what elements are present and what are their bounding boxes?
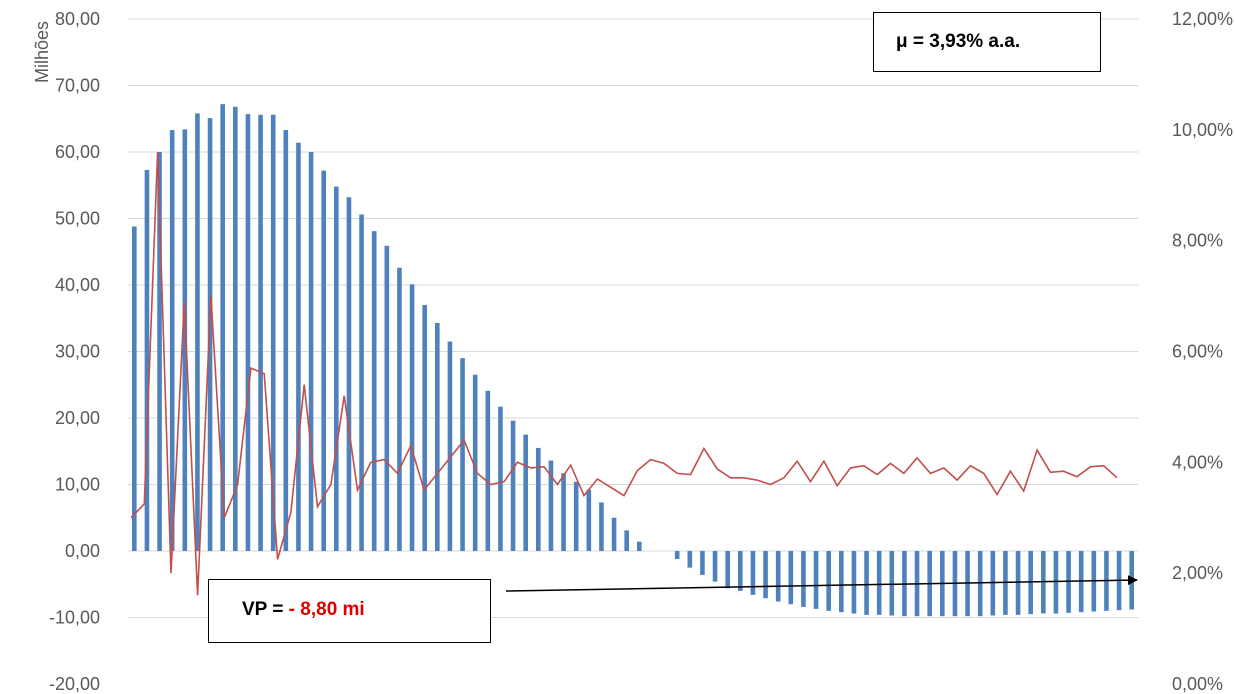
bar [573, 481, 579, 551]
bar [220, 104, 225, 552]
bar [876, 551, 882, 615]
y-tick-label: 0,00 [65, 541, 100, 561]
y2-tick-label: 6,00% [1172, 342, 1223, 362]
bar [700, 551, 705, 575]
vp-annotation: VP = - 8,80 mi [208, 579, 491, 643]
bar [384, 245, 390, 551]
bar [763, 551, 768, 599]
bar [195, 113, 200, 552]
y-tick-label: 10,00 [55, 475, 100, 495]
bar [233, 106, 238, 551]
bar [725, 551, 730, 589]
y-tick-label: 40,00 [55, 275, 100, 295]
bar-series [132, 104, 1134, 617]
bar [397, 267, 402, 551]
bar [359, 214, 364, 551]
right-axis-ticks: 12,00% 10,00% 8,00% 6,00% 4,00% 2,00% 0,00% [1172, 9, 1233, 694]
y2-tick-label: 10,00% [1172, 120, 1233, 140]
y2-tick-label: 8,00% [1172, 231, 1223, 251]
bar [637, 541, 642, 551]
gridlines [128, 18, 1138, 618]
bar [485, 390, 491, 551]
y-tick-label: 80,00 [55, 9, 100, 29]
bar [296, 142, 301, 551]
y2-tick-label: 2,00% [1172, 563, 1223, 583]
bar [599, 502, 604, 551]
rate-line [130, 151, 1118, 596]
y2-tick-label: 4,00% [1172, 452, 1223, 472]
bar [977, 551, 983, 617]
bar [182, 129, 188, 551]
bar [1053, 551, 1059, 614]
bar [258, 114, 263, 551]
bar [712, 551, 718, 582]
bar [826, 551, 831, 611]
bar [674, 551, 680, 559]
y2-tick-label: 12,00% [1172, 9, 1233, 29]
bar [510, 420, 516, 551]
bar [409, 284, 415, 551]
bar [435, 322, 440, 551]
bar [750, 551, 756, 595]
bar [523, 434, 528, 551]
bar [548, 460, 554, 551]
vp-value: - 8,80 mi [288, 599, 365, 620]
bar [472, 374, 478, 551]
bar [611, 517, 617, 551]
y2-tick-label: 0,00% [1172, 674, 1223, 694]
bar [371, 231, 377, 551]
bar [536, 447, 541, 551]
bar [801, 551, 806, 607]
y-tick-label: -10,00 [49, 608, 100, 628]
bar [889, 551, 895, 616]
y-tick-label: 60,00 [55, 142, 100, 162]
y-axis-label: Milhões [32, 21, 52, 83]
y-tick-label: 70,00 [55, 76, 100, 96]
bar [283, 130, 289, 551]
bar [738, 551, 743, 591]
bar [460, 358, 465, 551]
line-series [130, 151, 1118, 596]
bar [839, 551, 844, 613]
y-tick-label: 20,00 [55, 408, 100, 428]
mu-label: μ = 3,93% a.a. [896, 31, 1021, 52]
bar [346, 197, 352, 551]
bar [245, 114, 251, 551]
bar [144, 169, 150, 551]
bar [270, 114, 276, 551]
bar [561, 473, 566, 551]
y-tick-label: 30,00 [55, 342, 100, 362]
bar [132, 226, 137, 552]
bar [788, 551, 794, 605]
bar [687, 551, 693, 568]
bar [321, 170, 326, 551]
bar [207, 118, 213, 552]
bar [775, 551, 781, 602]
bar [1015, 551, 1021, 615]
bar [169, 130, 175, 551]
bar [422, 304, 427, 551]
vp-prefix: VP = [242, 599, 284, 620]
bar [851, 551, 857, 614]
bar [624, 530, 629, 551]
bar [864, 551, 869, 615]
vp-arrow-line [505, 575, 1138, 592]
mu-annotation: μ = 3,93% a.a. [873, 12, 1101, 72]
left-axis-ticks: 80,00 70,00 60,00 50,00 40,00 30,00 20,00 10,00… [49, 9, 100, 694]
bar [498, 406, 503, 551]
y-tick-label: 50,00 [55, 209, 100, 229]
bar [813, 551, 819, 609]
bar [334, 186, 339, 551]
y-tick-label: -20,00 [49, 674, 100, 694]
bar [586, 489, 592, 551]
bar [308, 152, 314, 551]
bar [157, 152, 162, 551]
vp-arrow [505, 575, 1138, 592]
bar [447, 341, 453, 551]
